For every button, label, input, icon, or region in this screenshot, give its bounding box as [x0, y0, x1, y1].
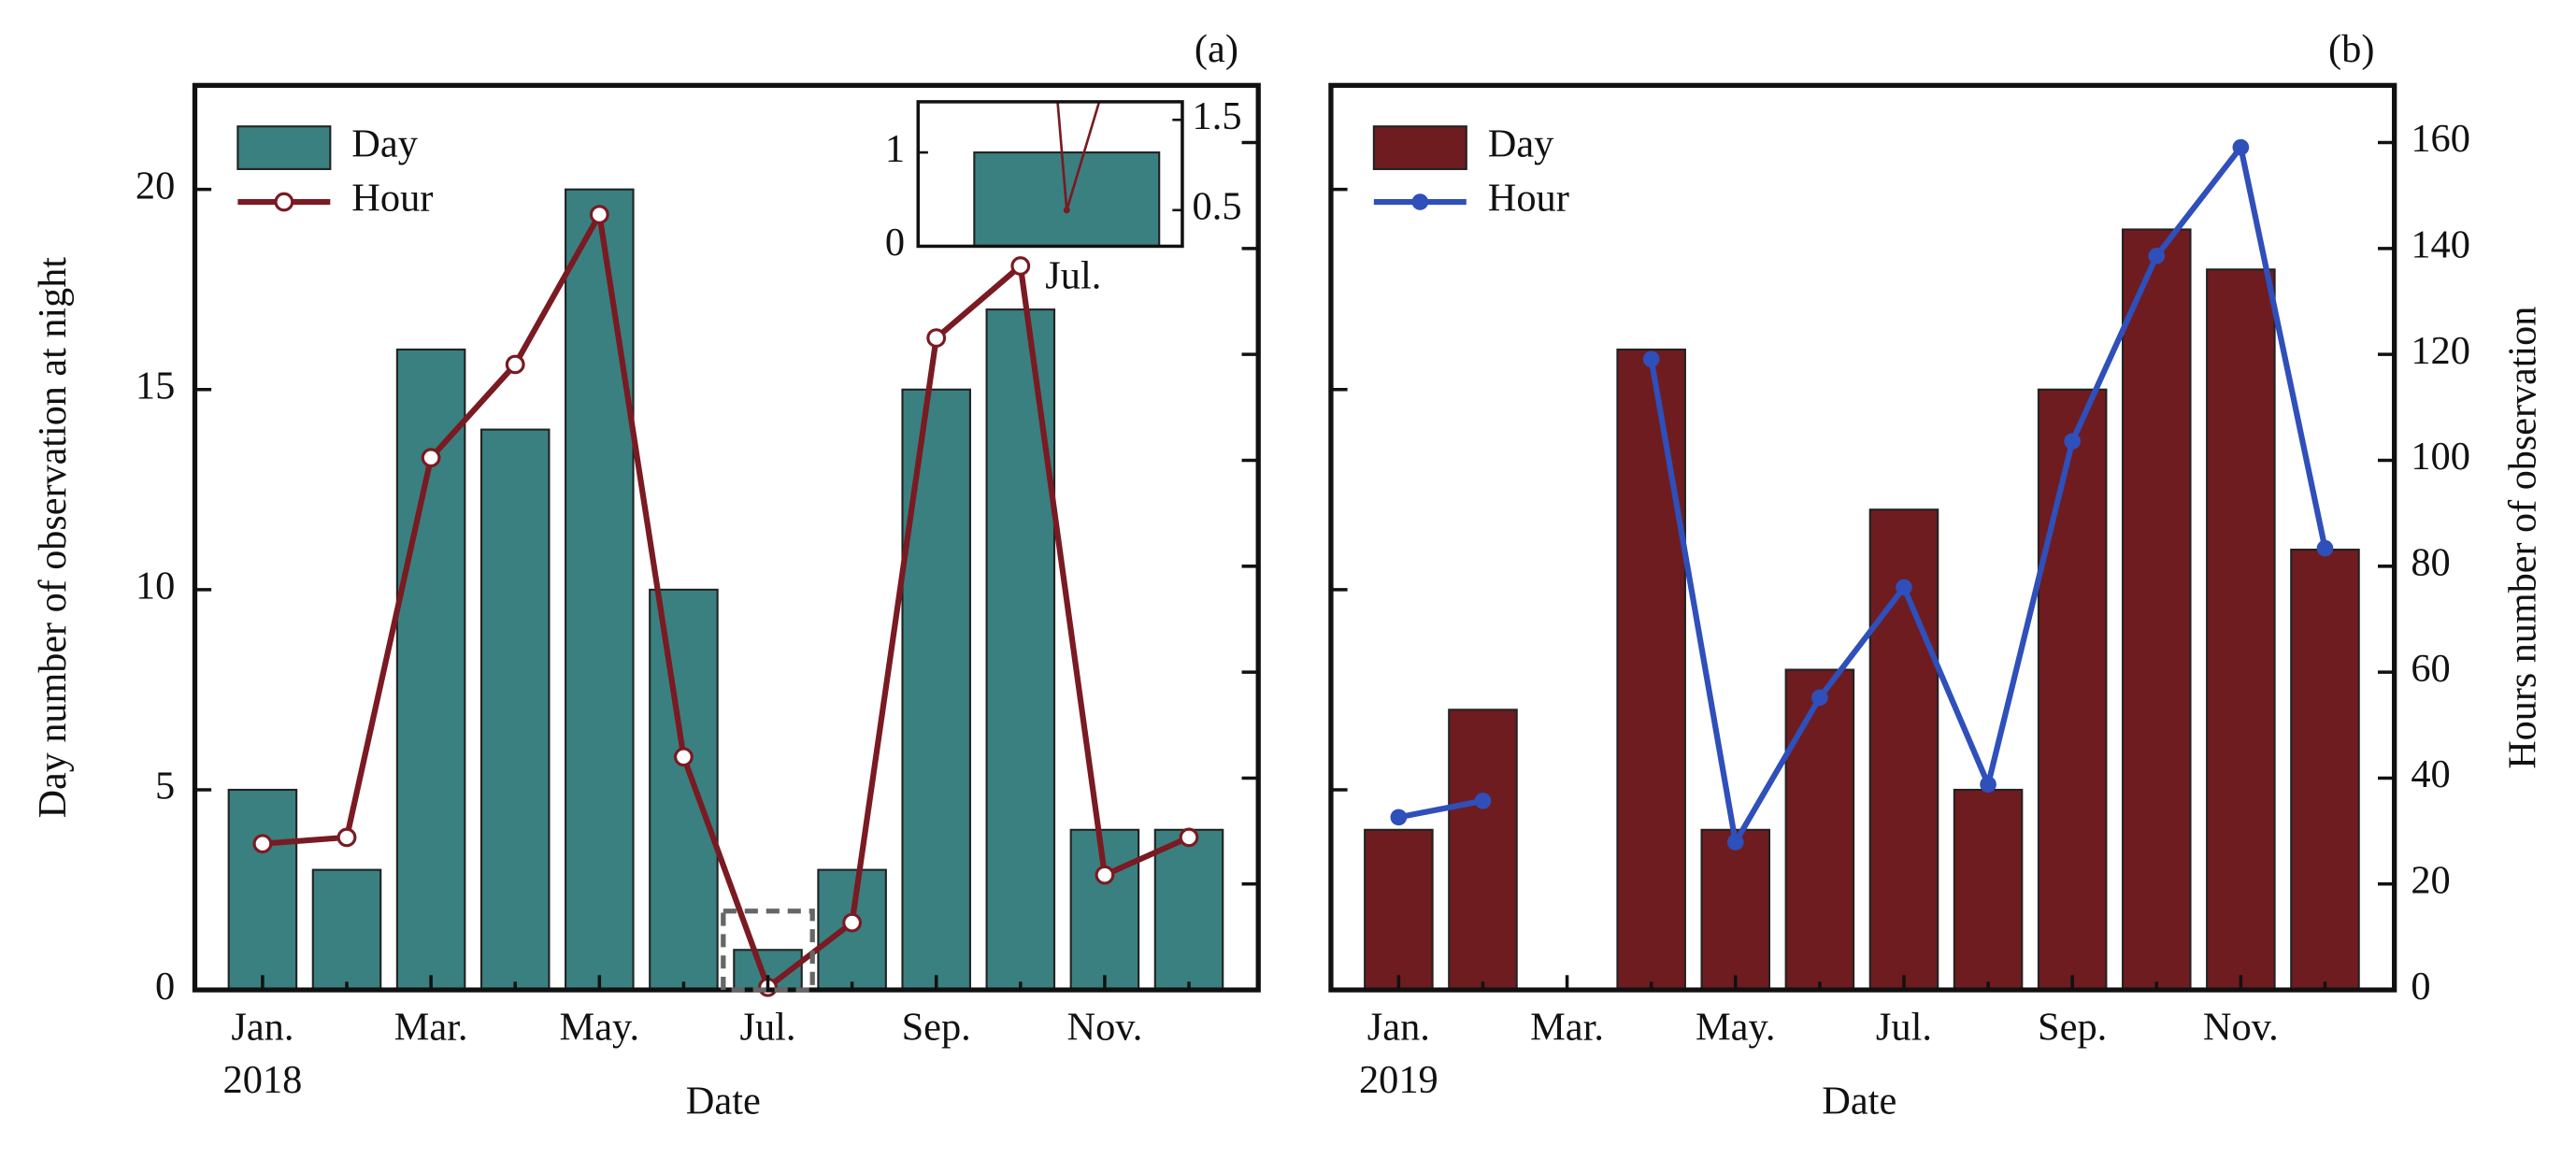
marker	[926, 328, 947, 348]
marker	[1179, 827, 1199, 848]
marker	[1980, 776, 1996, 794]
x-tick-label: Mar.	[1530, 1006, 1604, 1050]
bar	[395, 348, 466, 992]
bar	[1784, 668, 1855, 992]
y2-tick-label: 120	[2411, 329, 2470, 373]
marker	[2148, 247, 2166, 265]
bar	[479, 428, 551, 992]
bar	[2290, 549, 2360, 992]
marker	[1726, 834, 1744, 851]
x-tick-label: Mar.	[394, 1006, 468, 1050]
inset-frame	[916, 100, 1184, 249]
bar	[2206, 268, 2276, 992]
x-tick-label: Jan.	[231, 1006, 293, 1050]
marker	[1390, 808, 1408, 826]
marker	[1095, 865, 1115, 885]
bar	[985, 308, 1056, 992]
bar	[1616, 348, 1686, 992]
marker	[505, 354, 525, 375]
legend-marker	[1411, 193, 1429, 210]
panel-label: (b)	[2328, 27, 2374, 71]
line	[262, 206, 1191, 993]
x-tick-label: Jul.	[1876, 1006, 1932, 1050]
marker	[2232, 138, 2250, 156]
marker	[2316, 539, 2334, 557]
bar	[901, 388, 971, 992]
y-tick-label: 20	[136, 164, 175, 207]
marker	[1642, 351, 1660, 368]
y2-tick-label: 140	[2411, 223, 2470, 267]
marker	[2064, 433, 2081, 450]
y-tick-label: 5	[155, 765, 175, 808]
bar	[311, 868, 382, 992]
marker	[589, 205, 609, 224]
y2-tick-label: 0	[2411, 965, 2430, 1009]
inset-y-tick-label: 0	[885, 221, 905, 265]
marker	[842, 912, 863, 933]
legend-swatch	[1372, 125, 1467, 170]
plot-frame	[192, 82, 1261, 993]
legend-label: Day	[351, 122, 418, 166]
plot-frame	[1328, 82, 2397, 993]
legend-label: Day	[1488, 122, 1554, 166]
y2-tick-label: 20	[2411, 859, 2450, 903]
x-tick-label: Jan.	[1367, 1006, 1430, 1050]
bar	[1364, 828, 1434, 992]
x-axis-label: Date	[1822, 1080, 1896, 1123]
inset-x-tick-label: Jul.	[1045, 253, 1101, 297]
marker	[1896, 579, 1912, 596]
bar	[649, 588, 719, 992]
y-tick-label: 15	[136, 365, 175, 408]
marker	[1474, 793, 1492, 809]
y2-tick-label: 40	[2411, 752, 2450, 796]
x-sublabel: 2019	[1359, 1058, 1438, 1102]
bar	[2037, 388, 2108, 992]
x-tick-label: Jul.	[739, 1006, 795, 1050]
bar	[227, 788, 298, 992]
zoom-box	[721, 909, 815, 993]
bar	[1700, 828, 1771, 992]
bar	[1153, 828, 1224, 992]
x-tick-label: Nov.	[1066, 1006, 1142, 1050]
inset-y2-tick-label: 1.5	[1193, 94, 1242, 138]
bar	[1953, 788, 2024, 992]
x-tick-label: Sep.	[2038, 1006, 2107, 1050]
x-tick-label: May.	[560, 1006, 640, 1050]
legend-marker	[274, 192, 294, 212]
bar	[1448, 708, 1518, 992]
y2-tick-label: 60	[2411, 647, 2450, 691]
marker	[1811, 689, 1828, 707]
x-sublabel: 2018	[223, 1058, 303, 1102]
y-tick-label: 10	[136, 565, 175, 608]
x-tick-label: May.	[1696, 1006, 1776, 1050]
x-tick-label: Sep.	[902, 1006, 971, 1050]
bar	[1069, 828, 1140, 992]
y-tick-label: 0	[155, 965, 175, 1009]
x-axis-label: Date	[686, 1080, 761, 1123]
inset-marker	[1063, 207, 1070, 214]
panel-label: (a)	[1195, 27, 1238, 71]
marker	[421, 448, 441, 468]
y2-tick-label: 100	[2411, 435, 2470, 479]
legend-label: Hour	[1488, 177, 1569, 221]
y-axis-label: Day number of observation at night	[31, 257, 75, 819]
legend-swatch	[236, 125, 332, 170]
legend-label: Hour	[351, 177, 433, 221]
inset-y-tick-label: 1	[885, 127, 905, 171]
y2-tick-label: 80	[2411, 541, 2450, 585]
marker	[1010, 256, 1031, 276]
inset-y2-tick-label: 0.5	[1193, 185, 1242, 229]
bar	[565, 188, 635, 992]
bar	[2121, 228, 2192, 992]
x-tick-label: Nov.	[2203, 1006, 2279, 1050]
marker	[673, 747, 694, 767]
y2-tick-label: 160	[2411, 117, 2470, 161]
marker	[252, 834, 273, 854]
marker	[336, 827, 357, 848]
y2-axis-label: Hours number of observation	[2501, 307, 2545, 769]
